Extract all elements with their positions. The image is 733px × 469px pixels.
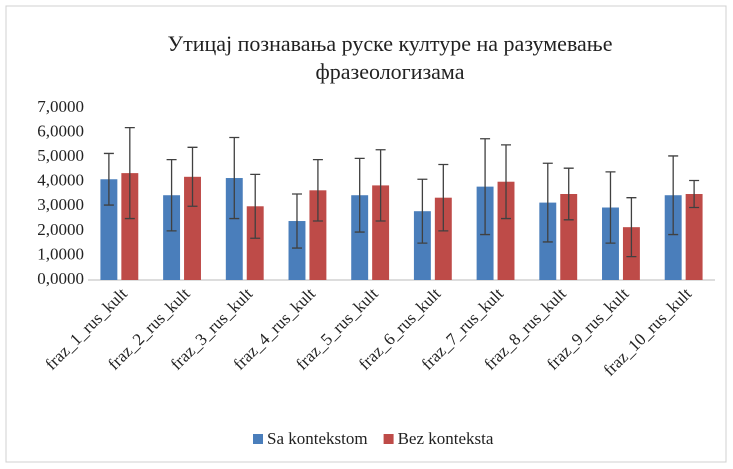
bar [121, 173, 139, 280]
error-bar [124, 127, 135, 220]
error-bar [626, 197, 637, 258]
error-bar [103, 152, 114, 206]
bar [413, 211, 431, 280]
bar [288, 221, 306, 280]
error-bar [312, 158, 323, 222]
error-bar [689, 179, 700, 209]
error-bar [480, 138, 491, 236]
legend-swatch [383, 434, 394, 444]
bar [434, 197, 452, 280]
y-tick-label: 4,0000 [37, 171, 84, 190]
error-bar [668, 155, 679, 236]
error-bar [501, 144, 512, 220]
error-bar [542, 162, 553, 243]
bar [372, 185, 390, 280]
error-bar [605, 171, 616, 244]
bar [184, 176, 201, 280]
error-bar [417, 178, 428, 244]
chart-title: Утицај познавања руске културе на разуме… [167, 31, 613, 84]
bar [497, 181, 515, 280]
error-bar [166, 158, 177, 232]
bar [225, 178, 243, 280]
error-bar [291, 193, 302, 249]
error-bar [229, 136, 240, 220]
y-tick-label: 5,0000 [37, 146, 84, 165]
legend-label: Bez konteksta [398, 429, 494, 448]
bar [560, 194, 578, 280]
error-bar [187, 146, 198, 207]
y-tick-label: 3,0000 [37, 195, 84, 214]
bar [163, 195, 181, 280]
legend-swatch [253, 434, 263, 444]
legend-label: Sa kontekstom [267, 429, 368, 448]
error-bar [563, 167, 574, 221]
bar [664, 195, 682, 280]
y-tick-label: 7,0000 [37, 97, 84, 116]
y-tick-label: 6,0000 [37, 121, 84, 140]
bar [685, 194, 703, 280]
bar [351, 195, 369, 280]
y-tick-label: 1,0000 [37, 244, 84, 263]
bar [246, 206, 264, 280]
error-bar [375, 149, 386, 222]
y-tick-label: 2,0000 [37, 220, 84, 239]
error-bar [354, 157, 365, 233]
bar [309, 190, 327, 280]
error-bar [438, 163, 449, 232]
y-tick-label: 0,0000 [37, 269, 84, 288]
error-bar [250, 173, 261, 239]
